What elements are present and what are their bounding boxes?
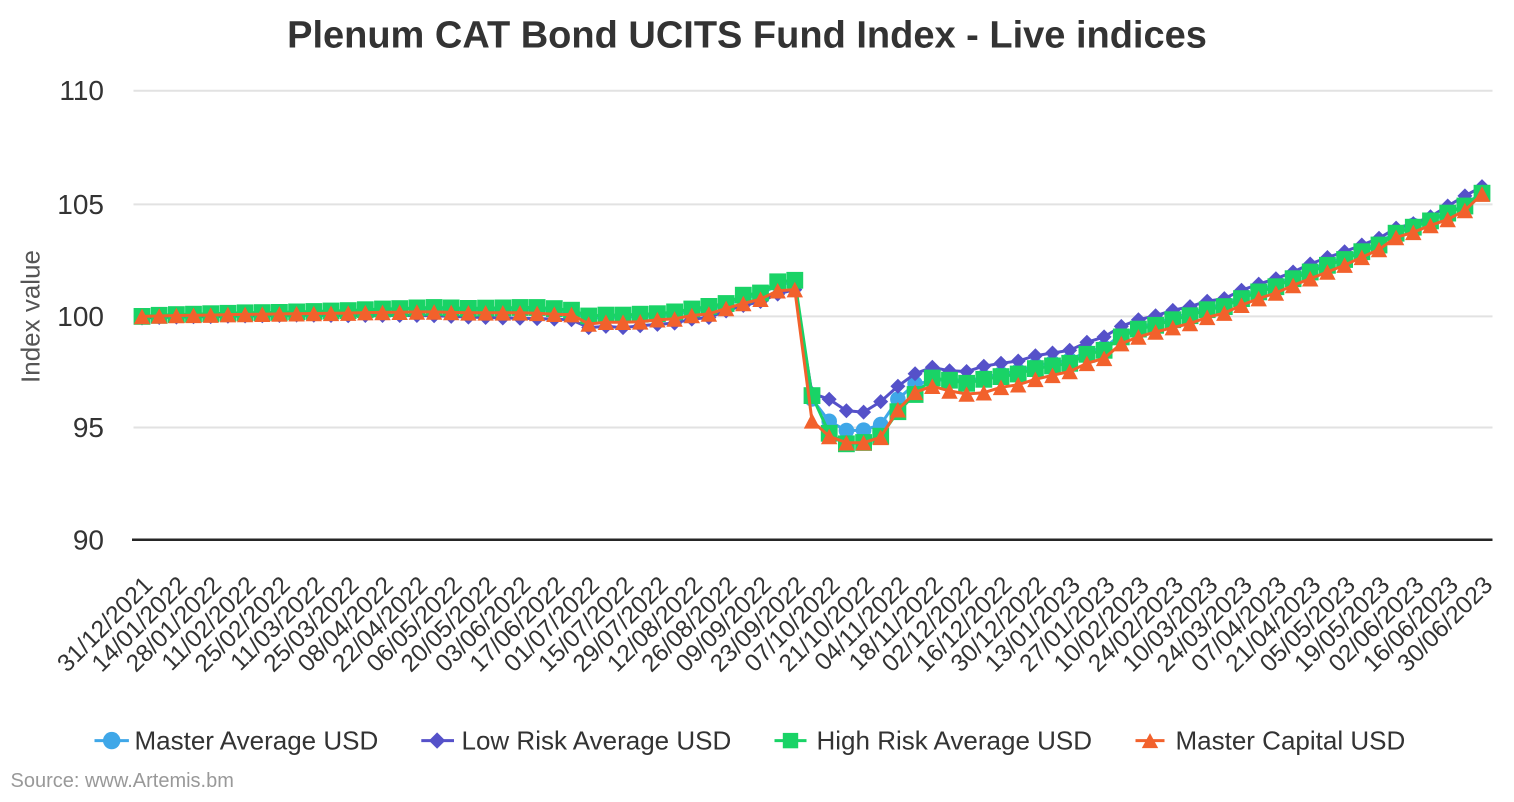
- svg-text:100: 100: [57, 301, 104, 332]
- svg-text:Source: www.Artemis.bm: Source: www.Artemis.bm: [11, 770, 234, 792]
- svg-text:Master Capital USD: Master Capital USD: [1176, 725, 1406, 755]
- svg-text:Master Average USD: Master Average USD: [135, 725, 379, 755]
- svg-text:95: 95: [73, 412, 104, 443]
- svg-text:Index value: Index value: [16, 250, 46, 383]
- svg-text:90: 90: [73, 524, 104, 555]
- svg-text:105: 105: [57, 189, 104, 220]
- svg-text:110: 110: [59, 75, 104, 106]
- svg-text:Plenum CAT Bond UCITS Fund Ind: Plenum CAT Bond UCITS Fund Index - Live …: [287, 15, 1207, 57]
- svg-text:Low Risk Average USD: Low Risk Average USD: [462, 725, 732, 755]
- svg-text:High Risk Average USD: High Risk Average USD: [817, 725, 1093, 755]
